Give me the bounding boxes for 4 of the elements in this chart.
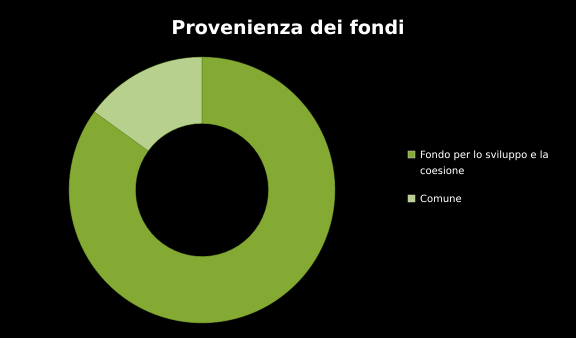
legend-label: Fondo per lo sviluppo e la coesione: [420, 150, 549, 177]
donut-slice: [68, 56, 336, 324]
legend-label: Comune: [420, 194, 462, 205]
chart-title: Provenienza dei fondi: [171, 17, 405, 39]
